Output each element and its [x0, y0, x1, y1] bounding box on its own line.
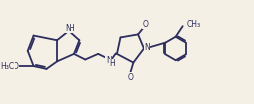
- Text: H: H: [69, 24, 74, 33]
- Text: N: N: [65, 24, 71, 33]
- Text: O: O: [127, 73, 133, 82]
- Text: O: O: [142, 20, 148, 29]
- Text: CH₃: CH₃: [186, 20, 200, 29]
- Text: H: H: [109, 59, 115, 68]
- Text: N: N: [143, 43, 149, 52]
- Text: H₃C: H₃C: [1, 62, 15, 71]
- Text: O: O: [13, 62, 19, 71]
- Text: N: N: [105, 56, 111, 65]
